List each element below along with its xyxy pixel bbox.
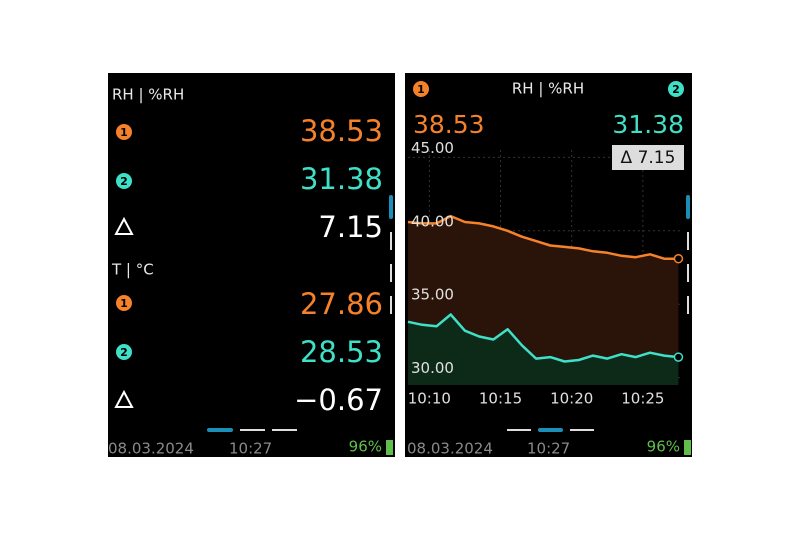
badge-text: 2 xyxy=(672,83,680,96)
value: 38.53 xyxy=(300,114,383,148)
scrollbar xyxy=(390,264,392,282)
date: 08.03.2024 xyxy=(108,440,194,458)
end-marker xyxy=(673,253,684,264)
x-tick-label: 10:10 xyxy=(408,390,451,408)
scrollbar xyxy=(390,232,392,250)
badge xyxy=(116,295,132,311)
title: RH | %RH xyxy=(512,80,584,98)
page-indicator xyxy=(207,428,233,432)
badge xyxy=(668,81,684,97)
y-tick-label: 30.00 xyxy=(411,359,454,377)
badge-text: 2 xyxy=(120,346,128,359)
plot: 30.00 35.00 40.00 45.00 10:10 10:15 10:20 10:25 xyxy=(407,139,684,408)
y-tick-label: 45.00 xyxy=(411,139,454,157)
badge-text: 1 xyxy=(120,297,128,310)
page-indicator xyxy=(570,429,594,431)
left-screen: RH | %RH 1 38.53 2 31.38 7.15 T | °C 1 2… xyxy=(108,73,395,458)
page-indicator xyxy=(240,429,265,431)
badge xyxy=(413,81,429,97)
line xyxy=(407,313,679,363)
value: −0.67 xyxy=(294,383,383,417)
badge-text: 2 xyxy=(120,175,128,188)
scrollbar xyxy=(687,264,689,282)
area xyxy=(408,314,679,385)
battery-icon xyxy=(386,440,393,455)
badge-text: 1 xyxy=(120,126,128,139)
right-screen: 1 RH | %RH 2 38.53 31.38 30.00 35.00 40.00… xyxy=(405,73,692,458)
section-title: T | °C xyxy=(111,261,154,279)
line xyxy=(407,214,679,260)
scrollbar xyxy=(686,195,690,219)
value: 31.38 xyxy=(300,162,383,196)
x-tick-label: 10:15 xyxy=(479,390,522,408)
y-tick-label: 40.00 xyxy=(411,212,454,230)
battery-icon xyxy=(684,440,691,455)
battery-text: 96% xyxy=(647,438,680,456)
value: 31.38 xyxy=(612,110,684,139)
badge xyxy=(116,344,132,360)
delta-icon xyxy=(114,216,134,235)
badge-text: 1 xyxy=(417,83,425,96)
scrollbar xyxy=(687,232,689,250)
value: 28.53 xyxy=(300,335,383,369)
delta-label: Δ 7.15 xyxy=(621,148,676,168)
y-tick-label: 35.00 xyxy=(411,286,454,304)
value: 38.53 xyxy=(413,110,485,139)
battery-text: 96% xyxy=(349,438,382,456)
x-tick-label: 10:25 xyxy=(621,390,664,408)
scrollbar xyxy=(687,296,689,314)
section-title: RH | %RH xyxy=(112,86,184,104)
time: 10:27 xyxy=(527,440,570,458)
scrollbar xyxy=(390,296,392,314)
page-indicator xyxy=(507,429,531,431)
scrollbar xyxy=(389,195,393,219)
value: 7.15 xyxy=(318,210,383,244)
end-marker xyxy=(673,352,684,362)
delta-icon xyxy=(114,389,134,408)
time: 10:27 xyxy=(229,440,272,458)
value: 27.86 xyxy=(300,287,383,321)
date: 08.03.2024 xyxy=(407,440,493,458)
delta-box xyxy=(612,145,684,170)
screen-bg xyxy=(108,73,395,457)
page-indicator xyxy=(538,428,563,432)
badge xyxy=(116,173,132,189)
badge xyxy=(116,124,132,140)
x-tick-label: 10:20 xyxy=(550,390,593,408)
page-indicator xyxy=(272,429,297,431)
